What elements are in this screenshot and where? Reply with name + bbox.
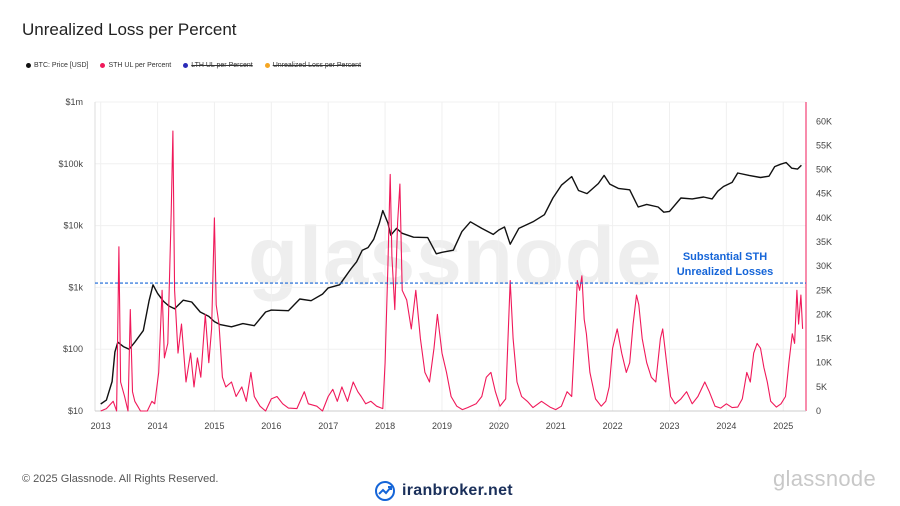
legend-dot-icon [264, 63, 270, 68]
x-tick-label: 2023 [659, 421, 679, 431]
y-right-tick-label: 60K [816, 116, 832, 126]
legend-label: STH UL per Percent [108, 62, 172, 69]
y-left-tick-label: $100k [58, 159, 83, 169]
y-left-tick-label: $10k [63, 221, 83, 231]
chart-legend: BTC: Price [USD] STH UL per Percent LTH … [26, 62, 361, 69]
x-tick-label: 2025 [773, 421, 793, 431]
chart-canvas: $10 $100 $1k $10k $100k $1m 0 5K 10K 15K 20K 25K 30K… [58, 97, 832, 431]
brand-name: iranbroker.net [402, 482, 513, 499]
legend-dot-icon [183, 63, 189, 68]
y-right-tick-label: 50K [816, 165, 832, 175]
legend-item-lth-ul[interactable]: LTH UL per Percent [183, 62, 253, 69]
legend-item-sth-ul[interactable]: STH UL per Percent [100, 62, 171, 69]
y-left-tick-label: $10 [68, 406, 83, 416]
growth-chart-icon [375, 481, 395, 501]
x-tick-label: 2024 [716, 421, 736, 431]
y-right-tick-label: 55K [816, 140, 832, 150]
x-tick-label: 2018 [375, 421, 395, 431]
legend-label: BTC: Price [USD] [34, 62, 89, 69]
y-right-tick-label: 10K [816, 358, 832, 368]
copyright-text: © 2025 Glassnode. All Rights Reserved. [22, 473, 219, 485]
brand-logo: iranbroker.net [374, 480, 513, 502]
x-tick-label: 2020 [489, 421, 509, 431]
page-title: Unrealized Loss per Percent [22, 20, 237, 39]
x-tick-label: 2017 [318, 421, 338, 431]
legend-item-unrealized-loss[interactable]: Unrealized Loss per Percent [264, 62, 362, 69]
x-tick-label: 2013 [91, 421, 111, 431]
x-tick-label: 2015 [204, 421, 224, 431]
y-left-tick-label: $1m [65, 97, 83, 107]
btc-price-line [100, 161, 802, 405]
x-tick-label: 2022 [603, 421, 623, 431]
y-right-tick-label: 25K [816, 285, 832, 295]
y-right-tick-label: 45K [816, 189, 832, 199]
x-tick-label: 2021 [546, 421, 566, 431]
x-tick-label: 2014 [148, 421, 168, 431]
legend-dot-icon [26, 63, 31, 68]
x-tick-label: 2016 [261, 421, 281, 431]
legend-label: LTH UL per Percent [191, 62, 253, 69]
y-left-tick-label: $1k [68, 282, 83, 292]
y-right-tick-label: 40K [816, 213, 832, 223]
legend-dot-icon [100, 63, 106, 68]
legend-item-btc-price[interactable]: BTC: Price [USD] [26, 62, 88, 69]
annotation-label: Substantial STH [683, 251, 767, 263]
y-right-tick-label: 0 [816, 406, 821, 416]
y-right-tick-label: 5K [816, 382, 827, 392]
sth-ul-line [100, 130, 804, 412]
y-right-tick-label: 15K [816, 334, 832, 344]
footer-watermark: glassnode [773, 466, 876, 491]
y-right-tick-label: 30K [816, 261, 832, 271]
y-left-tick-label: $100 [63, 344, 83, 354]
y-right-tick-label: 35K [816, 237, 832, 247]
x-tick-label: 2019 [432, 421, 452, 431]
annotation-label: Unrealized Losses [677, 266, 774, 278]
legend-label: Unrealized Loss per Percent [272, 62, 362, 69]
y-right-tick-label: 20K [816, 309, 832, 319]
